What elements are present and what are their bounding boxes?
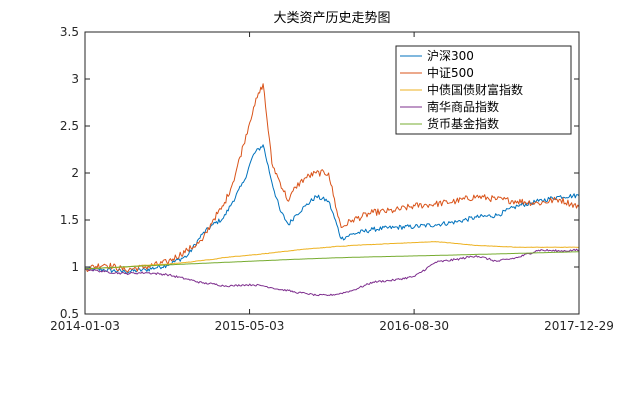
series-line-4 — [84, 248, 580, 297]
chart-title: 大类资产历史走势图 — [273, 10, 390, 26]
series-line-2 — [84, 83, 580, 273]
legend-label-1: 沪深300 — [427, 49, 474, 63]
x-tick-label: 2016-08-30 — [379, 319, 449, 333]
legend-label-2: 中证500 — [427, 65, 474, 80]
series-line-3 — [84, 241, 580, 270]
y-tick-label: 3 — [71, 72, 79, 86]
y-tick-label: 0.5 — [60, 307, 79, 321]
x-axis: 2014-01-03 2015-05-03 2016-08-30 2017-12-29 — [50, 32, 614, 333]
series-line-5 — [84, 251, 579, 270]
legend-label-5: 货币基金指数 — [427, 116, 499, 131]
y-axis: 0.5 1 1.5 2 2.5 3 3.5 — [60, 25, 579, 321]
legend-box — [395, 45, 572, 135]
y-tick-label: 1.5 — [60, 213, 79, 227]
legend-label-4: 南华商品指数 — [427, 99, 499, 114]
x-tick-label: 2014-01-03 — [50, 319, 120, 333]
x-tick-label: 2017-12-29 — [544, 319, 614, 333]
y-tick-label: 3.5 — [60, 25, 79, 39]
y-tick-label: 1 — [71, 260, 79, 274]
x-tick-label: 2015-05-03 — [215, 319, 285, 333]
legend-label-3: 中债国债财富指数 — [427, 82, 523, 97]
y-tick-label: 2.5 — [60, 119, 79, 133]
y-tick-label: 2 — [71, 166, 79, 180]
series-layer — [84, 83, 580, 297]
